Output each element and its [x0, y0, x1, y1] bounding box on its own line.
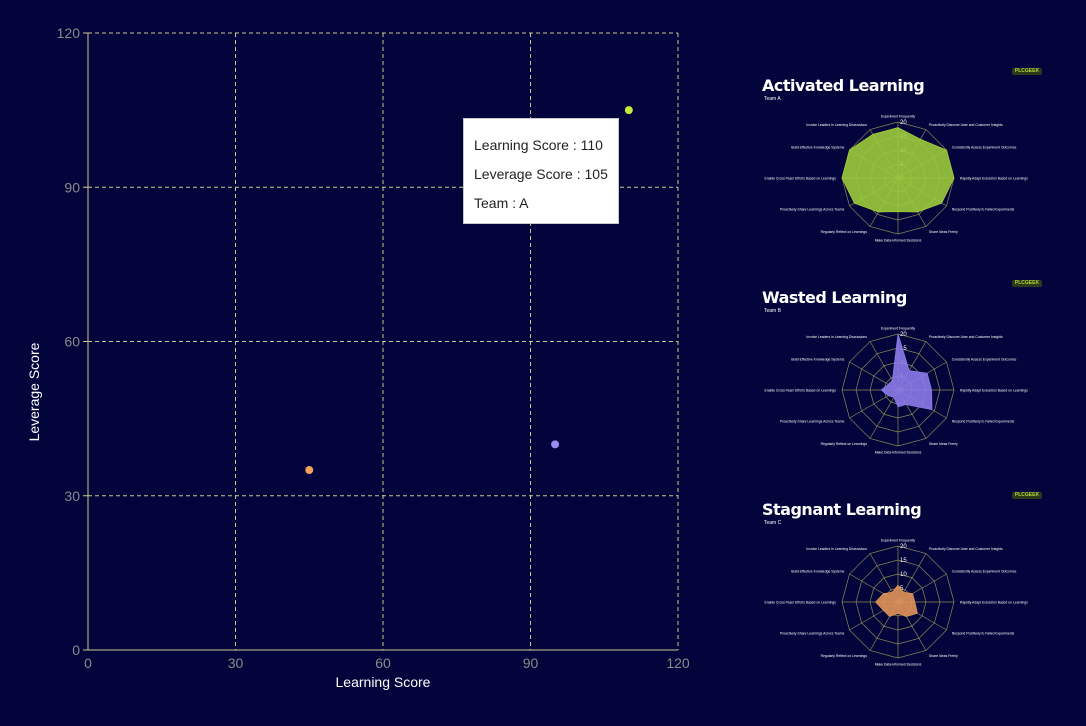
- panel-team: Team A: [764, 96, 781, 102]
- radar-area: [880, 333, 933, 411]
- panel-title: Activated Learning: [762, 76, 925, 95]
- data-points: [305, 106, 633, 475]
- panel-team: Team B: [764, 308, 781, 314]
- radar-axis-label: Proactively Share Learnings Across Teams: [780, 420, 845, 424]
- x-tick-label: 30: [228, 655, 244, 671]
- radar-axis-label: Enable Cross-Team Efforts Based on Learn…: [764, 389, 836, 393]
- radar-axis-label: Make Data-Informed Decisions: [875, 663, 922, 667]
- chart-grid: [83, 32, 679, 651]
- radar-panel-wasted: Wasted Learning PLCGEEK Team B Experimen…: [762, 280, 1044, 480]
- radar-axis-label: Proactively Discover User and Customer I…: [929, 335, 1003, 339]
- point-tooltip: Learning Score : 110 Leverage Score : 10…: [463, 118, 619, 224]
- radar-axis-label: Experiment Frequently: [881, 115, 915, 119]
- radar-area: [875, 584, 918, 618]
- plcgeek-logo: PLCGEEK: [1012, 280, 1042, 287]
- y-tick-label: 60: [64, 334, 80, 350]
- y-axis-title: Leverage Score: [26, 342, 42, 441]
- x-axis-title: Learning Score: [336, 674, 431, 690]
- data-point[interactable]: [624, 106, 633, 115]
- plcgeek-logo: PLCGEEK: [1012, 492, 1042, 499]
- radar-axis-label: Involve Leaders in Learning Discussions: [806, 547, 867, 551]
- y-tick-label: 120: [57, 25, 81, 41]
- scatter-chart: 0 30 60 90 120 0 30 60 90 120 Learning Score Leve…: [26, 25, 690, 690]
- radar-axis-label: Proactively Share Learnings Across Teams: [780, 632, 845, 636]
- radar-area: [841, 127, 955, 213]
- radar-axis-label: Rapidly Adapt Execution Based on Learnin…: [960, 601, 1028, 605]
- radar-spoke: [869, 389, 899, 439]
- y-tick-label: 30: [64, 488, 80, 504]
- data-point[interactable]: [551, 440, 560, 449]
- axis-ticks: 0 30 60 90 120 0 30 60 90 120: [57, 25, 690, 671]
- radar-panel-activated: Activated Learning PLCGEEK Team A Experi…: [762, 68, 1044, 268]
- radar-axis-label: Consistently Assess Experiment Outcomes: [952, 358, 1017, 362]
- radar-axis-label: Regularly Reflect on Learnings: [821, 654, 868, 658]
- radar-tick-label: 15: [900, 346, 907, 352]
- radar-axis-label: Experiment Frequently: [881, 539, 915, 543]
- radar-axis-label: Consistently Assess Experiment Outcomes: [952, 146, 1017, 150]
- tooltip-team: Team : A: [474, 195, 529, 211]
- y-tick-label: 90: [64, 179, 80, 195]
- radar-axis-label: Involve Leaders in Learning Discussions: [806, 335, 867, 339]
- radar-tick-label: 10: [900, 572, 907, 578]
- radar-axis-label: Regularly Reflect on Learnings: [821, 230, 868, 234]
- radar-axis-label: Rapidly Adapt Execution Based on Learnin…: [960, 389, 1028, 393]
- radar-tick-label: 20: [900, 544, 907, 550]
- panel-title: Wasted Learning: [762, 288, 907, 307]
- tooltip-learning: Learning Score : 110: [474, 137, 603, 153]
- tooltip-leverage: Leverage Score : 105: [474, 166, 608, 182]
- radar-axis-label: Consistently Assess Experiment Outcomes: [952, 570, 1017, 574]
- radar-chart: Experiment Frequently Proactively Discove…: [764, 539, 1028, 667]
- radar-axis-label: Experiment Frequently: [881, 327, 915, 331]
- radar-axis-label: Enable Cross-Team Efforts Based on Learn…: [764, 177, 836, 181]
- radar-axis-label: Respond Positively to Failed Experiments: [952, 632, 1015, 636]
- radar-axis-label: Proactively Share Learnings Across Teams: [780, 208, 845, 212]
- radar-axis-label: Build Effective Knowledge Systems: [791, 358, 844, 362]
- x-tick-label: 0: [84, 655, 92, 671]
- radar-axis-label: Rapidly Adapt Execution Based on Learnin…: [960, 177, 1028, 181]
- radar-axis-label: Enable Cross-Team Efforts Based on Learn…: [764, 601, 836, 605]
- radar-axis-label: Respond Positively to Failed Experiments: [952, 420, 1015, 424]
- radar-axis-label: Share Ideas Freely: [929, 442, 958, 446]
- radar-axis-label: Proactively Discover User and Customer I…: [929, 547, 1003, 551]
- radar-axis-label: Share Ideas Freely: [929, 654, 958, 658]
- y-tick-label: 0: [72, 642, 80, 658]
- panel-team: Team C: [764, 520, 782, 526]
- radar-chart: Experiment Frequently Proactively Discove…: [764, 327, 1028, 455]
- radar-panel-stagnant: Stagnant Learning PLCGEEK Team C Experim…: [762, 492, 1044, 692]
- plcgeek-logo: PLCGEEK: [1012, 68, 1042, 75]
- x-tick-label: 90: [523, 655, 539, 671]
- panel-title: Stagnant Learning: [762, 500, 922, 519]
- radar-tick-label: 15: [900, 558, 907, 564]
- radar-axis-label: Make Data-Informed Decisions: [875, 451, 922, 455]
- x-tick-label: 120: [666, 655, 690, 671]
- radar-axis-label: Share Ideas Freely: [929, 230, 958, 234]
- radar-axis-label: Build Effective Knowledge Systems: [791, 146, 844, 150]
- radar-tick-label: 20: [900, 120, 907, 126]
- x-tick-label: 60: [375, 655, 391, 671]
- radar-axis-label: Proactively Discover User and Customer I…: [929, 123, 1003, 127]
- radar-tick-label: 20: [900, 332, 907, 338]
- radar-chart: Experiment Frequently Proactively Discove…: [764, 115, 1028, 243]
- radar-axis-label: Respond Positively to Failed Experiments: [952, 208, 1015, 212]
- radar-axis-label: Build Effective Knowledge Systems: [791, 570, 844, 574]
- radar-axis-label: Involve Leaders in Learning Discussions: [806, 123, 867, 127]
- data-point[interactable]: [305, 466, 314, 475]
- radar-tick-label: 5: [900, 586, 904, 592]
- radar-axis-label: Regularly Reflect on Learnings: [821, 442, 868, 446]
- radar-axis-label: Make Data-Informed Decisions: [875, 239, 922, 243]
